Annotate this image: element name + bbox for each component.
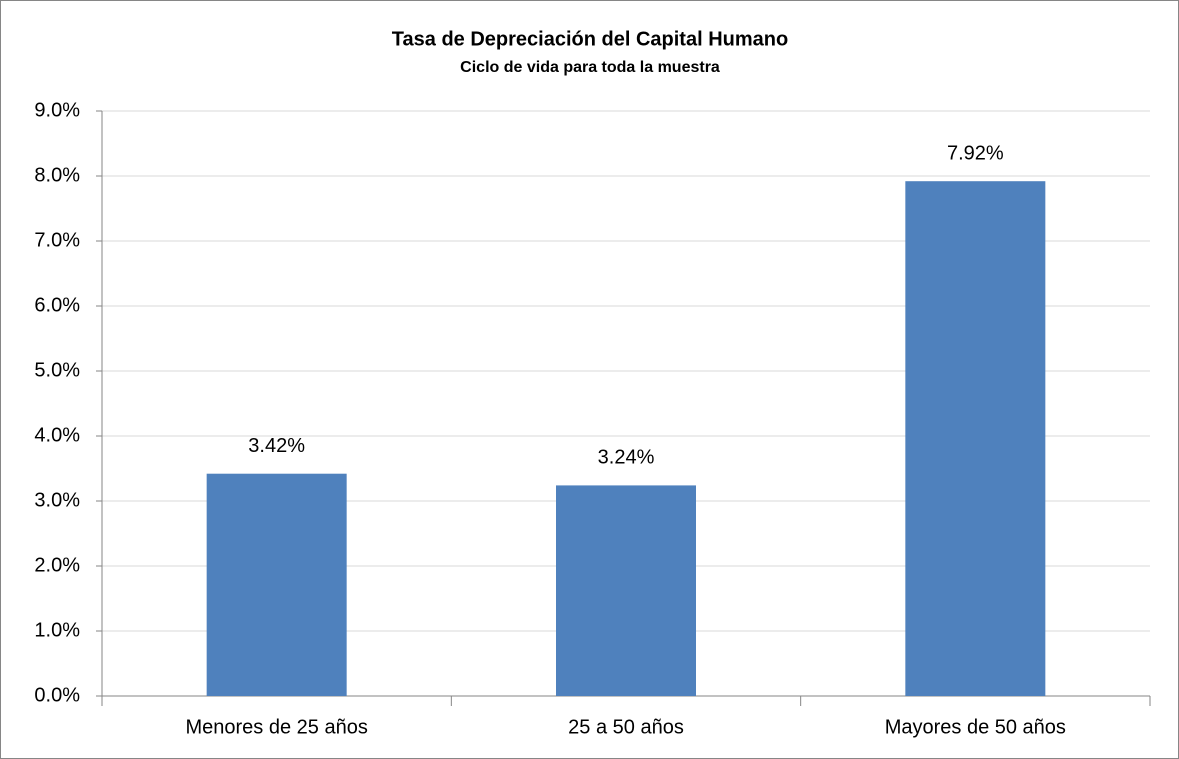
data-label: 3.24%	[598, 447, 655, 469]
x-tick-label: Menores de 25 años	[185, 716, 367, 738]
bar	[905, 181, 1046, 696]
y-tick-label: 9.0%	[34, 99, 80, 121]
chart-subtitle: Ciclo de vida para toda la muestra	[460, 59, 720, 76]
y-tick-label: 7.0%	[34, 229, 80, 251]
x-tick-label: 25 a 50 años	[568, 716, 684, 738]
y-tick-label: 6.0%	[34, 294, 80, 316]
y-tick-label: 0.0%	[34, 684, 80, 706]
y-tick-label: 5.0%	[34, 359, 80, 381]
x-tick-label: Mayores de 50 años	[885, 716, 1066, 738]
chart-title: Tasa de Depreciación del Capital Humano	[392, 28, 788, 50]
bar	[206, 473, 347, 696]
y-tick-label: 3.0%	[34, 489, 80, 511]
data-label: 3.42%	[248, 435, 305, 457]
bar	[556, 485, 696, 696]
y-tick-label: 2.0%	[34, 554, 80, 576]
y-tick-label: 4.0%	[34, 424, 80, 446]
y-tick-label: 1.0%	[34, 619, 80, 641]
data-label: 7.92%	[947, 142, 1004, 164]
y-tick-label: 8.0%	[34, 164, 80, 186]
